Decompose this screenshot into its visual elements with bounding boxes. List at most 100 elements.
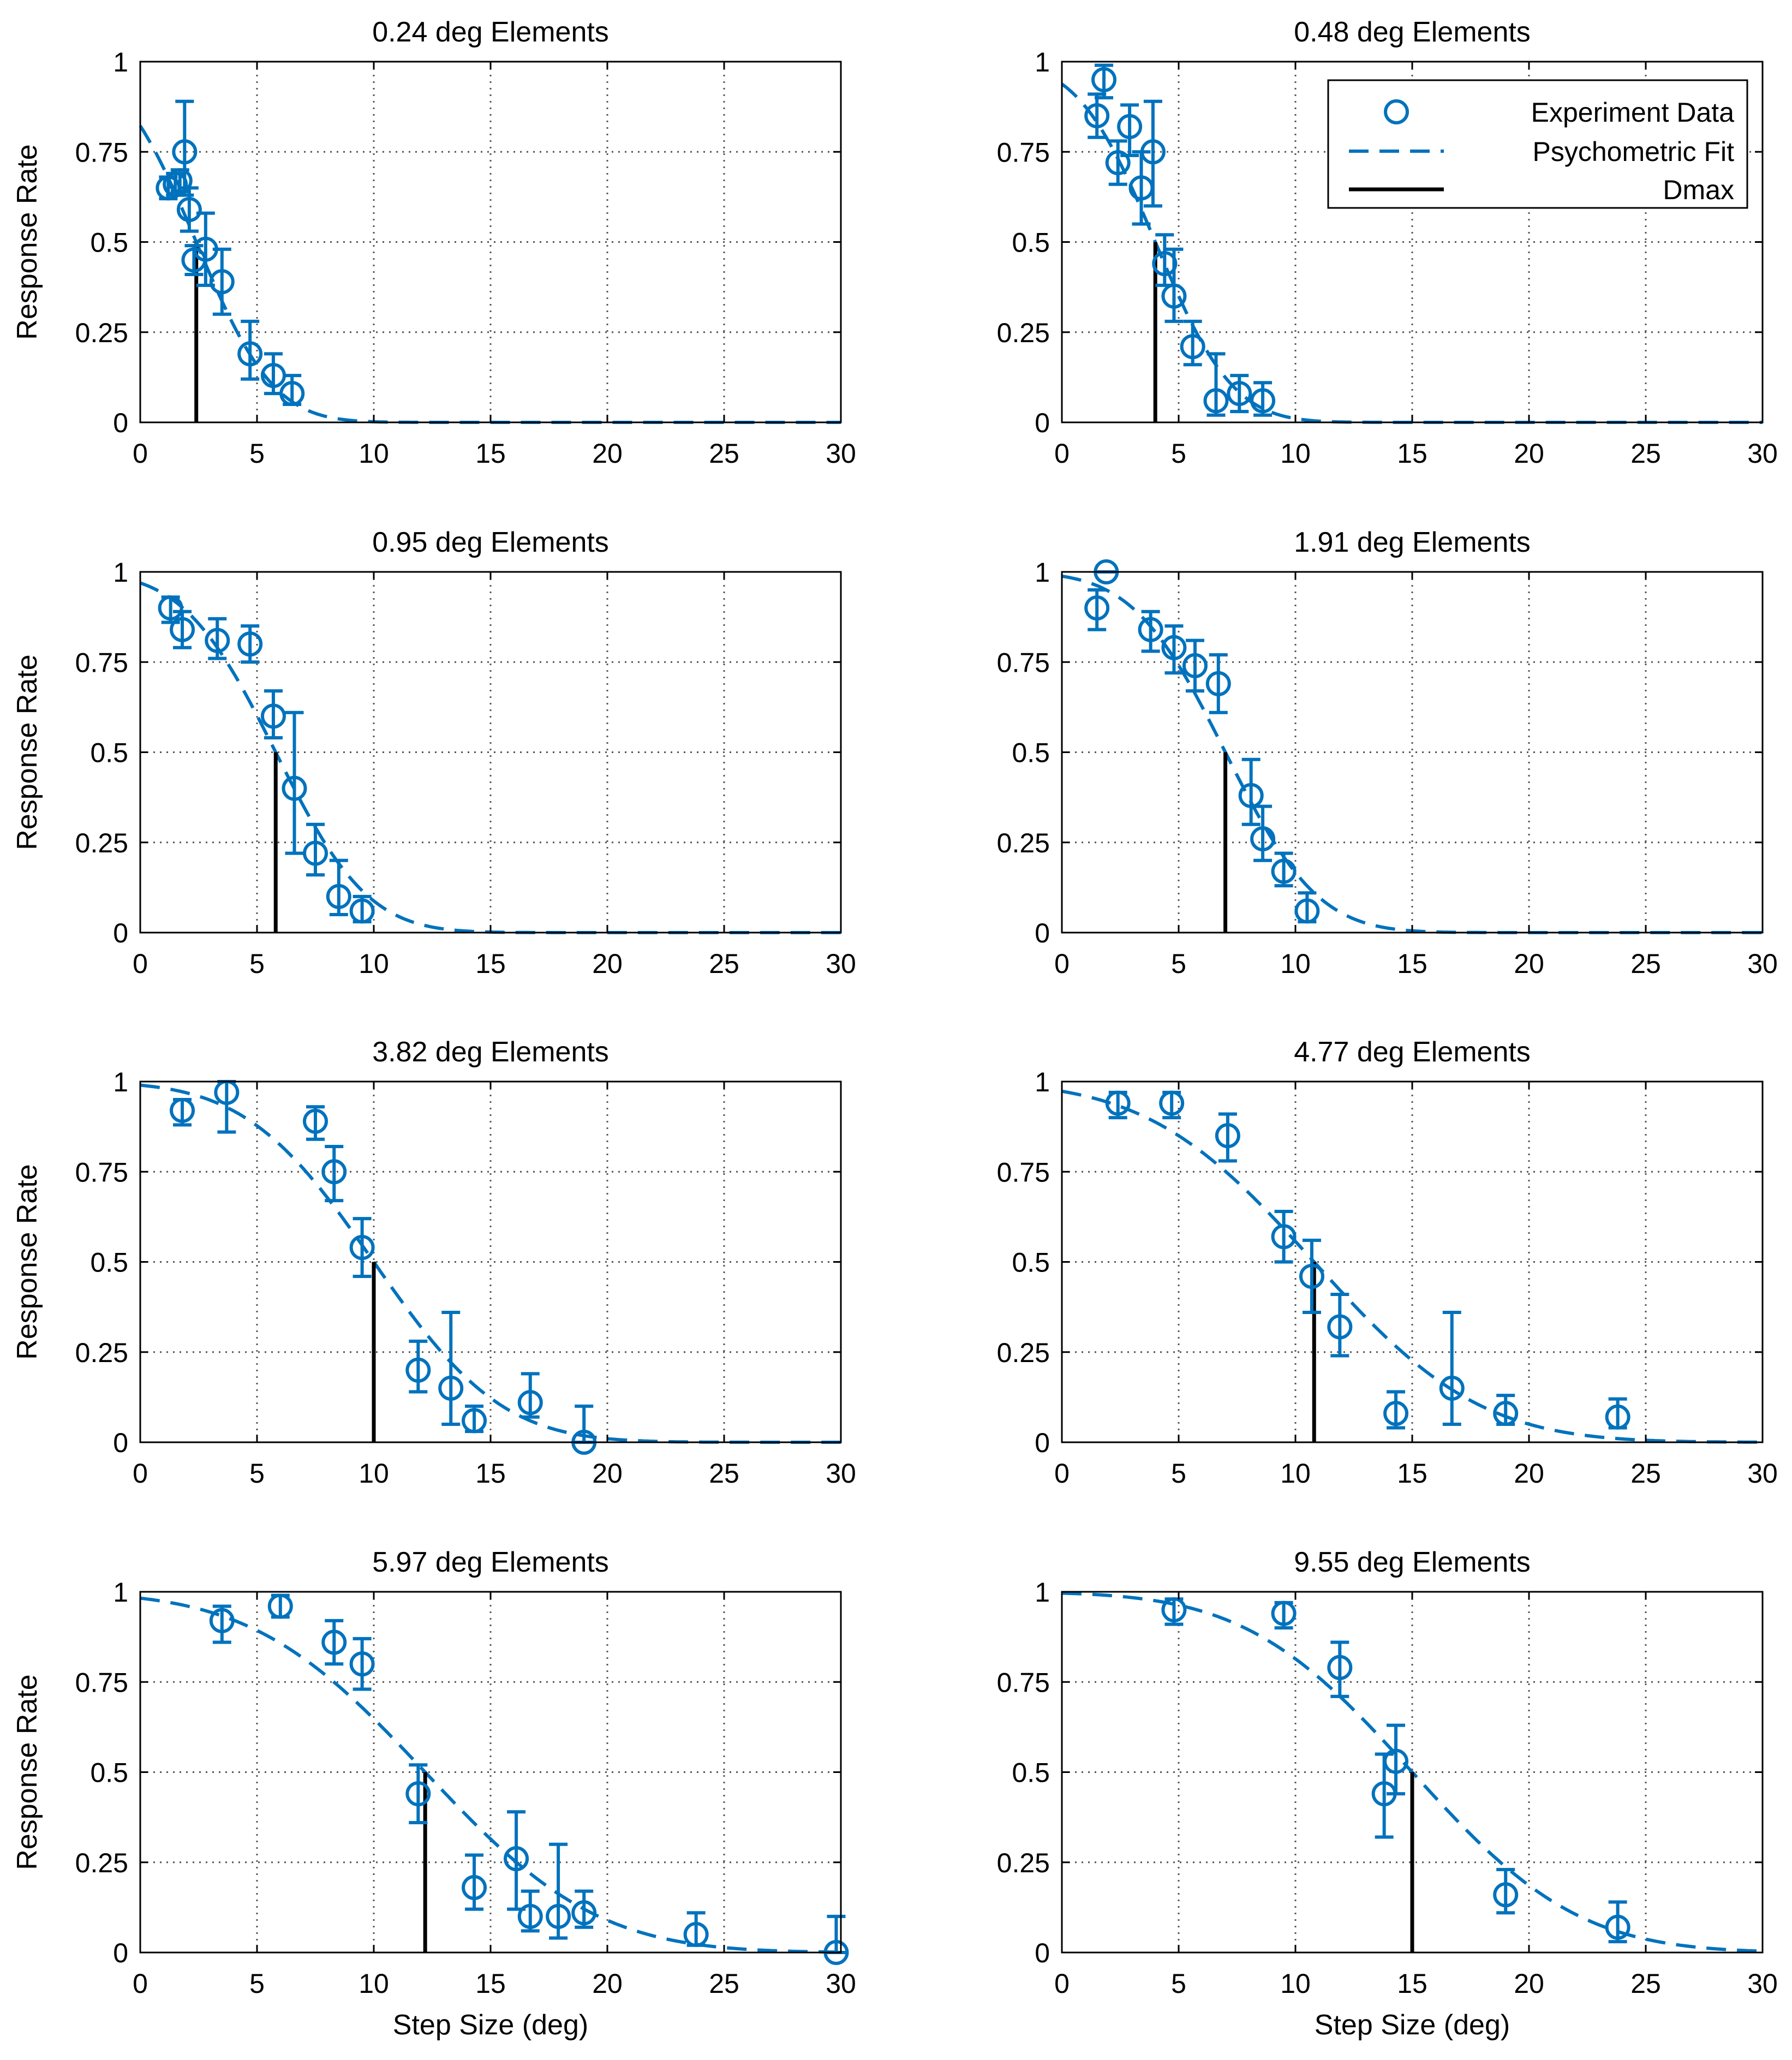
data-marker: [1605, 1404, 1630, 1430]
data-marker: [1439, 1375, 1465, 1401]
data-marker: [405, 1357, 431, 1383]
y-tick-label: 1: [1035, 1067, 1050, 1097]
data-marker: [349, 1235, 375, 1261]
data-point: [349, 1637, 375, 1691]
panel-5: 0 5 10 15 20 25 30 0 0.25 0.5 0.75 1 3.82 deg Elemen…: [11, 1036, 856, 1489]
y-tick-label: 0.25: [75, 828, 128, 858]
y-tick-label: 0.5: [1012, 1758, 1050, 1788]
data-marker: [504, 1846, 529, 1872]
x-tick-label: 20: [592, 1968, 623, 1999]
data-marker: [1294, 898, 1320, 924]
data-point: [209, 1604, 235, 1644]
chart-title: 1.91 deg Elements: [1294, 527, 1531, 558]
data-marker: [205, 628, 230, 653]
data-marker: [1117, 114, 1143, 139]
data-marker: [279, 381, 305, 407]
data-marker: [1493, 1882, 1519, 1908]
data-point: [1493, 1394, 1519, 1426]
data-marker: [167, 168, 193, 194]
data-point: [1138, 610, 1163, 653]
y-tick-label: 0.75: [997, 1157, 1050, 1187]
data-point: [1439, 1311, 1465, 1426]
data-point: [405, 1763, 431, 1825]
data-marker: [303, 1108, 328, 1134]
x-tick-label: 25: [1630, 438, 1661, 469]
data-point: [1117, 103, 1143, 157]
data-marker: [260, 703, 286, 729]
x-axis-label: Step Size (deg): [1315, 2009, 1510, 2041]
data-point: [260, 689, 286, 740]
y-tick-label: 0.5: [90, 1247, 128, 1278]
x-tick-label: 0: [1054, 948, 1070, 979]
data-point: [462, 1404, 487, 1434]
x-tick-label: 0: [133, 1458, 148, 1489]
data-point: [1140, 99, 1166, 208]
data-point: [176, 186, 202, 233]
x-tick-label: 15: [1397, 1968, 1427, 1999]
data-point: [267, 1593, 293, 1619]
legend-entry: Dmax: [1663, 175, 1734, 205]
panel-6: 0 5 10 15 20 25 30 0 0.25 0.5 0.75 1 4.77 deg Elemen…: [997, 1036, 1778, 1489]
y-tick-label: 0.5: [90, 1758, 128, 1788]
data-marker: [1327, 1655, 1353, 1680]
data-marker: [1383, 1748, 1409, 1774]
x-tick-label: 15: [1397, 948, 1427, 979]
x-tick-label: 30: [1747, 438, 1778, 469]
y-tick-label: 0.25: [75, 318, 128, 348]
psychometric-fit-line: [140, 1083, 841, 1444]
data-marker: [1215, 1123, 1240, 1149]
data-marker: [176, 197, 202, 223]
y-tick-label: 0.75: [75, 1157, 128, 1187]
data-marker: [237, 341, 263, 367]
x-tick-label: 20: [1514, 1458, 1544, 1489]
x-tick-label: 30: [826, 948, 856, 979]
x-tick-label: 30: [826, 1458, 856, 1489]
data-marker: [1203, 388, 1229, 414]
x-tick-label: 5: [1171, 438, 1186, 469]
data-point: [1605, 1397, 1630, 1430]
x-tick-label: 30: [1747, 948, 1778, 979]
data-point: [1605, 1900, 1630, 1944]
data-point: [1227, 374, 1252, 414]
data-marker: [1271, 1601, 1297, 1626]
data-point: [1294, 891, 1320, 924]
y-tick-label: 0.25: [75, 1337, 128, 1368]
y-tick-label: 0.5: [1012, 738, 1050, 768]
y-tick-label: 1: [113, 1067, 128, 1097]
y-tick-label: 0: [1035, 1938, 1050, 1968]
legend-marker-icon: [1384, 99, 1409, 124]
data-point: [1271, 851, 1297, 888]
x-tick-label: 30: [826, 438, 856, 469]
data-point: [1250, 381, 1276, 417]
data-point: [1159, 1090, 1185, 1120]
data-point: [1327, 1292, 1353, 1358]
data-point: [1084, 588, 1110, 631]
x-tick-label: 5: [1171, 948, 1186, 979]
legend-entry: Experiment Data: [1531, 97, 1735, 128]
chart-title: 5.97 deg Elements: [372, 1547, 609, 1578]
x-tick-label: 5: [249, 438, 265, 469]
data-point: [1161, 1597, 1187, 1626]
panel-2: 0 5 10 15 20 25 30 0 0.25 0.5 0.75 1 0.48 deg Elemen…: [997, 16, 1778, 469]
data-point: [349, 1217, 375, 1278]
data-point: [1271, 1209, 1297, 1264]
y-tick-label: 0: [1035, 1428, 1050, 1458]
x-tick-label: 0: [133, 1968, 148, 1999]
y-tick-label: 0.5: [1012, 1247, 1050, 1278]
data-marker: [321, 1159, 347, 1185]
x-tick-label: 5: [249, 1458, 265, 1489]
data-point: [683, 1911, 709, 1947]
data-point: [321, 1619, 347, 1666]
data-point: [1215, 1112, 1240, 1163]
y-tick-label: 1: [113, 47, 128, 77]
data-marker: [1250, 388, 1276, 414]
y-tick-label: 0.5: [1012, 228, 1050, 258]
data-point: [349, 894, 375, 924]
panel-1: 0 5 10 15 20 25 30 0 0.25 0.5 0.75 1 0.24 deg Elemen…: [11, 16, 856, 469]
y-tick-label: 0: [1035, 408, 1050, 438]
chart-title: 0.95 deg Elements: [372, 527, 609, 558]
data-marker: [1383, 1401, 1409, 1426]
y-axis-label: Response Rate: [11, 144, 43, 339]
y-tick-label: 0.75: [75, 647, 128, 678]
data-point: [1180, 319, 1205, 367]
